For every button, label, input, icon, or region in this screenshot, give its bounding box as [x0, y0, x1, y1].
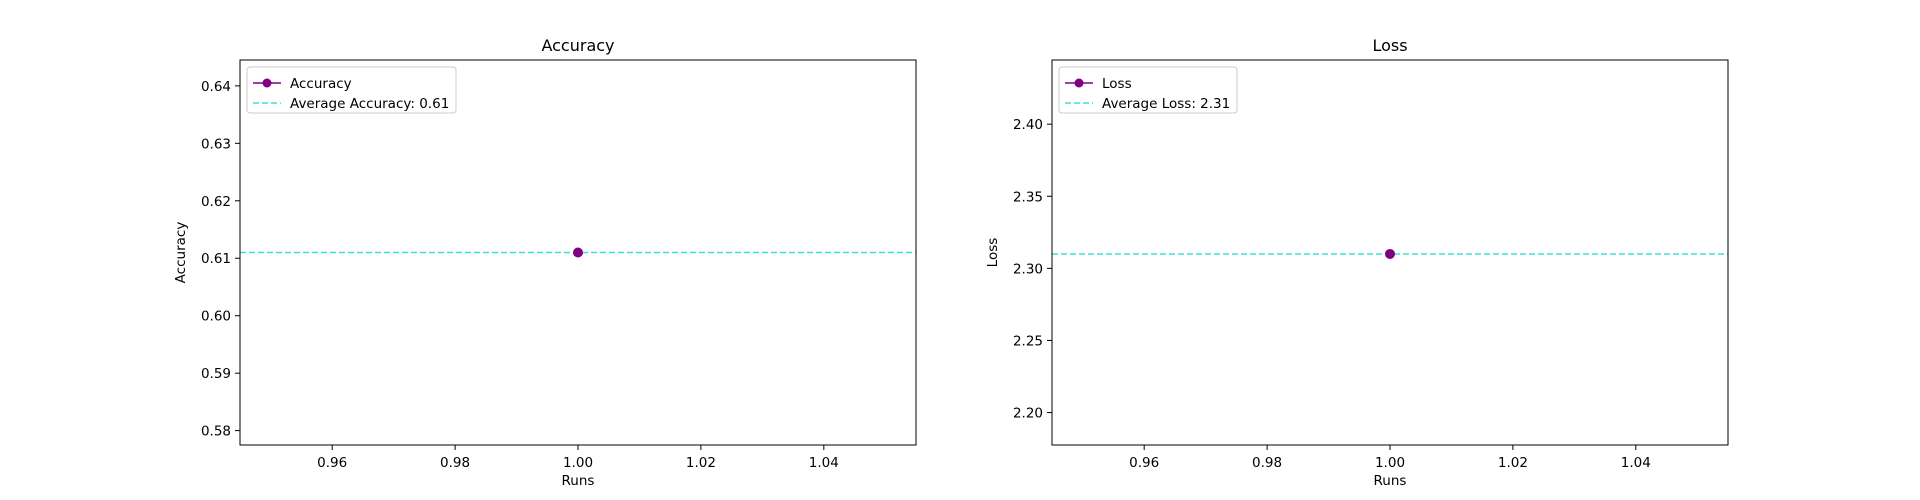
x-axis-label: Runs: [562, 473, 595, 489]
accuracy-chart: Accuracy 0.96 0.98 1.00 1.02 1.04 0.58 0.59 0.60…: [173, 36, 917, 489]
data-point: [573, 247, 583, 258]
y-tick-label: 2.35: [1013, 189, 1043, 205]
legend: Loss Average Loss: 2.31: [1058, 66, 1238, 114]
y-axis-label: Loss: [985, 238, 1001, 268]
y-tick-label: 2.20: [1013, 406, 1043, 422]
x-tick-label: 0.96: [317, 455, 347, 471]
plot-content: [1052, 248, 1728, 259]
plot-content: [240, 247, 916, 258]
y-axis-label: Accuracy: [173, 222, 189, 284]
plot-frame: [1051, 59, 1729, 446]
y-tick-label: 0.60: [201, 309, 231, 325]
chart-title: Accuracy: [541, 36, 614, 55]
x-tick-label: 1.02: [1498, 455, 1528, 471]
legend-series-label: Accuracy: [290, 76, 352, 92]
loss-chart: Loss 0.96 0.98 1.00 1.02 1.04 2.20 2.25 2.30 2.35…: [985, 36, 1729, 489]
legend-series-label: Loss: [1102, 76, 1132, 92]
x-tick-label: 1.02: [686, 455, 716, 471]
legend-series-marker: [1074, 78, 1084, 88]
x-tick-label: 0.96: [1129, 455, 1159, 471]
legend-average-label: Average Accuracy: 0.61: [290, 96, 449, 112]
y-tick-label: 0.58: [201, 424, 231, 440]
x-tick-label: 1.00: [563, 455, 593, 471]
y-tick-label: 0.59: [201, 366, 231, 382]
y-tick-label: 2.25: [1013, 333, 1043, 349]
y-tick-label: 0.61: [201, 251, 231, 267]
x-tick-label: 1.04: [809, 455, 839, 471]
plot-frame: [239, 59, 917, 446]
y-tick-label: 0.62: [201, 194, 231, 210]
x-tick-label: 0.98: [440, 455, 470, 471]
x-tick-label: 1.04: [1621, 455, 1651, 471]
x-axis-label: Runs: [1374, 473, 1407, 489]
y-tick-label: 0.63: [201, 136, 231, 152]
legend-average-label: Average Loss: 2.31: [1102, 96, 1230, 112]
legend-box: [1058, 66, 1238, 114]
y-tick-label: 0.64: [201, 79, 231, 95]
legend-box: [246, 66, 457, 114]
chart-title: Loss: [1372, 36, 1407, 55]
legend: Accuracy Average Accuracy: 0.61: [246, 66, 457, 114]
x-tick-label: 0.98: [1252, 455, 1282, 471]
data-point: [1385, 248, 1395, 259]
legend-series-marker: [262, 78, 272, 88]
x-tick-label: 1.00: [1375, 455, 1405, 471]
y-tick-label: 2.40: [1013, 117, 1043, 133]
y-tick-label: 2.30: [1013, 261, 1043, 277]
